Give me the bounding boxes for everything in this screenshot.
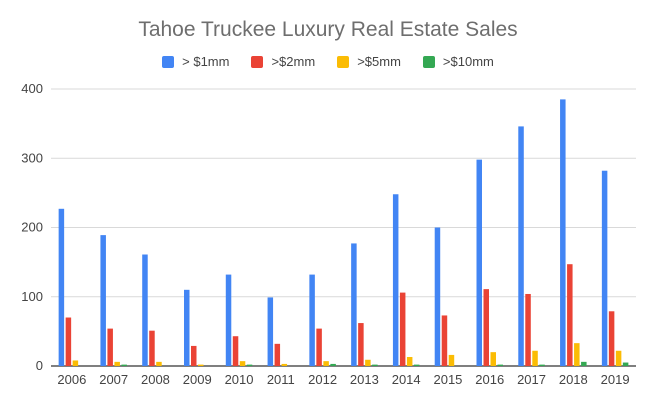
- legend-label: >$5mm: [357, 54, 401, 69]
- bar[interactable]: [497, 364, 504, 366]
- bar[interactable]: [142, 254, 148, 366]
- bar[interactable]: [239, 361, 246, 366]
- bar[interactable]: [372, 364, 378, 366]
- legend-swatch: [251, 55, 264, 68]
- bar[interactable]: [114, 361, 120, 366]
- bar[interactable]: [330, 363, 336, 366]
- x-tick-label: 2013: [350, 372, 379, 387]
- x-tick-label: 2015: [433, 372, 462, 387]
- legend-item[interactable]: >$10mm: [422, 54, 494, 69]
- x-tick-label: 2016: [475, 372, 504, 387]
- bar[interactable]: [532, 350, 538, 366]
- bar[interactable]: [309, 274, 315, 366]
- bar[interactable]: [560, 99, 566, 366]
- bar[interactable]: [448, 354, 455, 366]
- bar[interactable]: [58, 208, 65, 366]
- bar[interactable]: [581, 361, 587, 366]
- bar[interactable]: [198, 364, 204, 366]
- legend-swatch: [422, 55, 435, 68]
- bar[interactable]: [608, 311, 615, 366]
- bar[interactable]: [100, 235, 106, 366]
- bar[interactable]: [267, 297, 274, 366]
- y-tick-label: 400: [21, 81, 43, 96]
- y-tick-label: 0: [36, 358, 43, 373]
- bar[interactable]: [622, 362, 629, 366]
- legend-label: >$2mm: [271, 54, 316, 69]
- bar[interactable]: [525, 293, 531, 366]
- legend-swatch: [162, 55, 175, 68]
- x-tick-label: 2009: [183, 372, 212, 387]
- chart-legend: > $1mm >$2mm >$5mm >$10mm: [0, 54, 656, 69]
- x-tick-label: 2011: [267, 372, 295, 387]
- bar[interactable]: [476, 159, 483, 366]
- bar[interactable]: [72, 360, 79, 366]
- x-tick-label: 2019: [601, 372, 630, 387]
- bar[interactable]: [615, 350, 622, 366]
- x-tick-label: 2018: [559, 372, 588, 387]
- bar[interactable]: [392, 194, 399, 366]
- bar[interactable]: [184, 289, 190, 366]
- bar[interactable]: [365, 359, 371, 366]
- bar[interactable]: [574, 343, 580, 366]
- bar[interactable]: [490, 352, 497, 366]
- x-tick-label: 2010: [225, 372, 254, 387]
- bar[interactable]: [281, 363, 288, 366]
- x-tick-label: 2008: [141, 372, 170, 387]
- x-tick-label: 2014: [392, 372, 421, 387]
- legend-swatch: [337, 55, 350, 68]
- bar[interactable]: [351, 243, 357, 366]
- bar[interactable]: [65, 317, 72, 366]
- bar[interactable]: [274, 343, 281, 366]
- legend-item[interactable]: > $1mm: [162, 54, 229, 69]
- bar[interactable]: [246, 364, 253, 366]
- bar[interactable]: [539, 364, 545, 366]
- bar[interactable]: [413, 364, 420, 366]
- bar[interactable]: [406, 357, 413, 366]
- y-tick-label: 300: [21, 150, 43, 165]
- bar[interactable]: [434, 227, 441, 367]
- bar[interactable]: [358, 323, 364, 366]
- bar[interactable]: [232, 336, 239, 366]
- legend-label: > $1mm: [182, 54, 230, 69]
- legend-item[interactable]: >$5mm: [337, 54, 401, 69]
- bar[interactable]: [149, 330, 155, 366]
- bar[interactable]: [567, 264, 573, 366]
- y-tick-label: 100: [21, 289, 43, 304]
- bar[interactable]: [121, 364, 127, 366]
- bar[interactable]: [107, 328, 113, 366]
- chart-title: Tahoe Truckee Luxury Real Estate Sales: [138, 18, 518, 41]
- bar[interactable]: [441, 315, 448, 366]
- x-tick-label: 2012: [308, 372, 337, 387]
- bar[interactable]: [483, 289, 490, 366]
- bar[interactable]: [601, 170, 608, 366]
- bar[interactable]: [225, 274, 232, 366]
- legend-label: >$10mm: [442, 54, 494, 69]
- bar[interactable]: [518, 126, 524, 367]
- x-tick-label: 2017: [517, 372, 546, 387]
- bar[interactable]: [156, 361, 162, 366]
- x-tick-label: 2007: [99, 372, 128, 387]
- x-tick-label: 2006: [57, 372, 86, 387]
- legend-item[interactable]: >$2mm: [251, 54, 315, 69]
- y-tick-label: 200: [21, 220, 43, 235]
- bar[interactable]: [399, 292, 406, 366]
- bar[interactable]: [316, 328, 322, 366]
- bar[interactable]: [191, 345, 197, 366]
- bar[interactable]: [323, 361, 329, 366]
